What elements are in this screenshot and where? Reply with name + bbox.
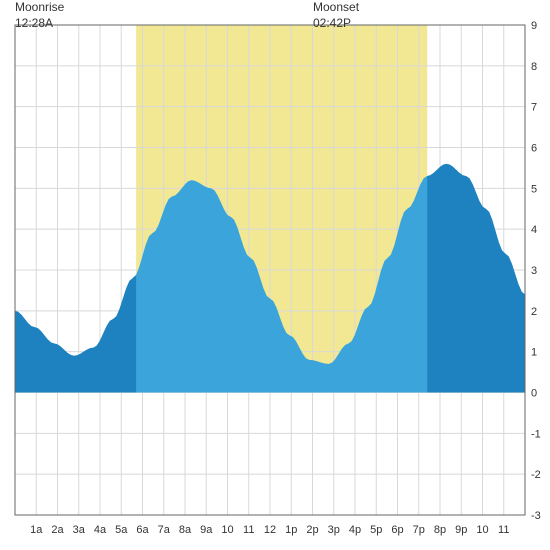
moonset-label: Moonset 02:42P [313,0,359,31]
svg-text:8p: 8p [434,524,446,536]
svg-text:7a: 7a [158,524,171,536]
svg-text:2: 2 [531,306,537,318]
moonrise-label: Moonrise 12:28A [15,0,64,31]
svg-text:11: 11 [498,524,509,536]
svg-text:4p: 4p [349,524,361,536]
svg-text:10: 10 [221,524,233,536]
svg-text:7p: 7p [413,524,425,536]
svg-text:1: 1 [531,347,537,359]
moonrise-caption: Moonrise [15,0,64,14]
moonrise-time: 12:28A [15,16,53,30]
svg-text:-3: -3 [531,510,541,522]
svg-text:0: 0 [531,388,537,400]
svg-text:3a: 3a [73,524,86,536]
svg-text:8: 8 [531,61,537,73]
tide-chart: Moonrise 12:28A Moonset 02:42P -3-2-1012… [0,0,550,550]
svg-text:6p: 6p [391,524,403,536]
svg-text:2a: 2a [51,524,64,536]
svg-text:4: 4 [531,224,537,236]
svg-text:12: 12 [264,524,276,536]
svg-text:9a: 9a [200,524,213,536]
svg-text:8a: 8a [179,524,192,536]
chart-svg: -3-2-101234567891a2a3a4a5a6a7a8a9a101112… [0,0,550,550]
moonset-time: 02:42P [313,16,351,30]
svg-text:11: 11 [243,524,254,536]
svg-text:3: 3 [531,265,537,277]
svg-text:7: 7 [531,102,537,114]
svg-text:6a: 6a [136,524,149,536]
svg-text:5a: 5a [115,524,128,536]
svg-text:-2: -2 [531,469,541,481]
svg-text:6: 6 [531,143,537,155]
svg-text:1p: 1p [285,524,297,536]
svg-text:5p: 5p [370,524,382,536]
svg-text:3p: 3p [328,524,340,536]
svg-text:-1: -1 [531,428,541,440]
svg-text:2p: 2p [306,524,318,536]
moonset-caption: Moonset [313,0,359,14]
svg-text:5: 5 [531,183,537,195]
svg-text:10: 10 [476,524,488,536]
svg-text:1a: 1a [30,524,43,536]
svg-text:9p: 9p [455,524,467,536]
svg-text:9: 9 [531,20,537,32]
svg-text:4a: 4a [94,524,107,536]
